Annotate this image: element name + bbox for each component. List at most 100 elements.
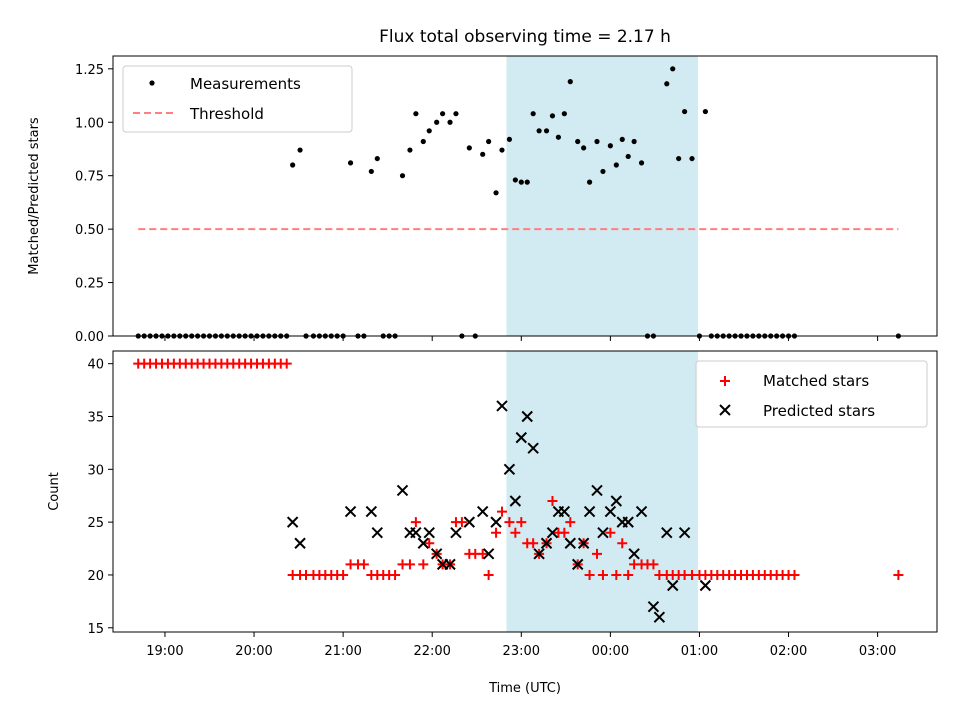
matched-star-point (456, 517, 467, 528)
matched-star-point (338, 569, 349, 580)
measurement-point (347, 160, 354, 166)
measurement-point (638, 160, 645, 166)
x-tick-label: 20:00 (235, 644, 272, 659)
measurement-point (670, 66, 676, 72)
predicted-star-point (622, 516, 634, 528)
legend-box (122, 65, 353, 133)
measurement-point (543, 128, 550, 134)
top-panel-measurements: 0.00 0.25 0.50 0.75 1.00 1.25 Matched/Predicte… (27, 55, 938, 345)
predicted-star-point (583, 505, 596, 518)
x-tick-label: 22:00 (413, 644, 450, 659)
y-axis-label: Matched/Predicted stars (27, 117, 42, 275)
predicted-star-point (540, 537, 553, 549)
measurement-point (297, 147, 303, 153)
measurement-point (426, 128, 432, 134)
y-tick-label: 1.00 (75, 116, 104, 131)
y-tick-label: 40 (87, 358, 104, 373)
chart-title: Flux total observing time = 2.17 h (379, 27, 671, 47)
x-axis-label: Time (UTC) (488, 681, 561, 696)
predicted-star-point (490, 516, 502, 528)
predicted-star-point (604, 505, 617, 518)
predicted-star-point (647, 600, 660, 613)
y-tick-label: 0.75 (75, 170, 104, 185)
bottom-panel-star-counts: 19:00 20:00 21:00 22:00 23:00 00:00 01:00 02:00… (47, 350, 938, 659)
y-axis-label: Count (47, 472, 62, 511)
measurement-point (440, 111, 446, 117)
matched-star-point (516, 517, 527, 528)
matched-star-point (410, 517, 421, 528)
matched-star-point (789, 569, 800, 580)
measurement-point (499, 147, 505, 153)
legend-label: Measurements (190, 75, 301, 93)
measurement-point (682, 108, 688, 115)
measurement-point (420, 138, 426, 145)
measurement-point (613, 162, 619, 168)
matched-star-point (418, 559, 429, 570)
predicted-star-point (410, 526, 422, 539)
measurement-point (581, 145, 587, 151)
measurement-point (447, 119, 453, 125)
predicted-star-point (653, 611, 666, 623)
predicted-star-point (546, 526, 559, 539)
measurement-point (512, 177, 518, 183)
measurement-point (631, 138, 637, 145)
measurement-point (549, 113, 556, 119)
predicted-star-point (558, 505, 571, 518)
predicted-star-point (571, 558, 584, 571)
legend-label: Matched stars (763, 372, 869, 390)
predicted-star-point (482, 548, 495, 560)
matched-star-point (281, 358, 292, 369)
predicted-star-point (503, 463, 516, 476)
measurement-point (486, 138, 492, 145)
matched-star-point (623, 569, 634, 580)
matched-star-point (504, 517, 515, 528)
measurement-point (506, 136, 513, 142)
x-tick-label: 02:00 (770, 644, 807, 659)
predicted-star-point (476, 505, 489, 518)
measurement-point (625, 153, 631, 160)
x-tick-label: 23:00 (503, 644, 540, 659)
predicted-star-point (450, 526, 462, 539)
y-tick-label: 0.00 (75, 330, 104, 345)
predicted-star-point (533, 548, 545, 560)
measurement-point (575, 138, 581, 145)
legend-marker-measurements (149, 80, 155, 86)
matched-star-point (597, 569, 608, 580)
measurement-point (600, 168, 606, 175)
legend-label: Predicted stars (763, 402, 875, 420)
matched-star-point (358, 559, 369, 570)
predicted-star-point (344, 505, 357, 518)
matched-star-point (491, 527, 502, 538)
measurement-point (524, 179, 530, 185)
matched-star-point (477, 548, 488, 559)
predicted-star-point (635, 505, 648, 518)
matched-star-point (617, 538, 628, 549)
predicted-star-point (286, 516, 299, 528)
observing-window-span (506, 351, 698, 632)
legend-marker-predicted (719, 404, 731, 416)
axes-frame (112, 350, 938, 633)
legend-box (695, 360, 928, 428)
matched-star-point (584, 569, 595, 580)
matched-star-point (547, 496, 558, 507)
matched-star-point (404, 559, 415, 570)
x-tick-label: 00:00 (592, 644, 629, 659)
measurement-point (536, 128, 542, 134)
y-tick-label: 20 (87, 569, 104, 584)
predicted-star-point (667, 579, 679, 592)
matched-star-point (424, 538, 435, 549)
legend-marker-matched (720, 376, 730, 386)
matched-star-point (510, 527, 521, 538)
measurement-point (561, 111, 567, 117)
measurement-point (480, 151, 486, 157)
matched-star-point (611, 569, 622, 580)
matched-star-point (483, 569, 494, 580)
y-tick-label: 1.25 (75, 63, 104, 78)
predicted-star-point (396, 484, 409, 497)
y-tick-label: 0.25 (75, 277, 104, 292)
predicted-star-point (610, 495, 623, 507)
predicted-star-point (371, 526, 383, 539)
matched-star-point (565, 517, 576, 528)
y-tick-label: 15 (87, 622, 104, 637)
measurement-point (453, 111, 459, 117)
